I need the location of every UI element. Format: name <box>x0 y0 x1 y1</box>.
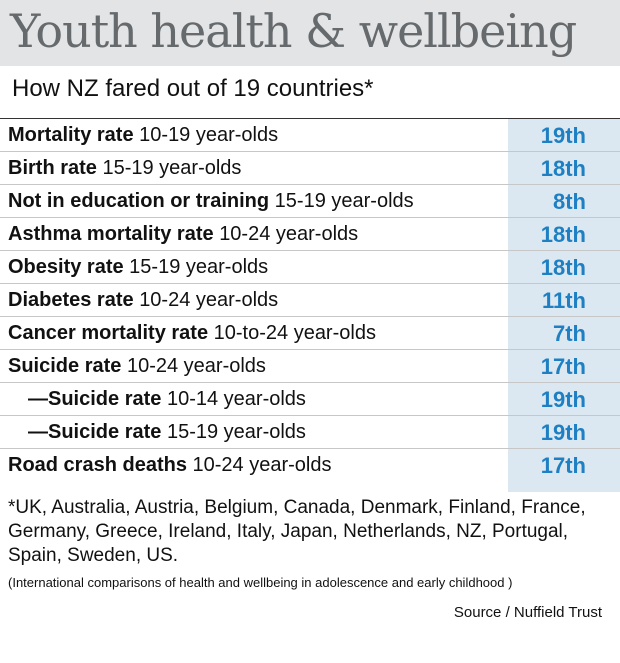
row-qualifier: 10-24 year-olds <box>126 355 266 377</box>
row-label: —Suicide rate 15-19 year-olds <box>28 416 306 449</box>
table-row: Asthma mortality rate 10-24 year-olds 18t… <box>0 218 620 251</box>
row-rank: 19th <box>540 387 586 412</box>
rank-column-band <box>508 119 620 492</box>
row-indicator: Suicide rate <box>48 388 162 410</box>
row-indicator: Not in education or training <box>8 190 270 212</box>
row-qualifier: 15-19 year-olds <box>166 421 306 443</box>
row-rank: 18th <box>540 156 586 181</box>
row-indicator: Suicide rate <box>48 421 162 443</box>
row-rank: 18th <box>540 255 586 280</box>
chart-subtitle: How NZ fared out of 19 countries* <box>12 75 374 102</box>
row-label: Cancer mortality rate 10-to-24 year-olds <box>8 317 376 350</box>
row-indicator: Obesity rate <box>8 256 124 278</box>
row-indicator: Birth rate <box>8 157 97 179</box>
row-rank: 7th <box>553 321 586 346</box>
row-label: Birth rate 15-19 year-olds <box>8 152 241 185</box>
row-rank: 19th <box>540 123 586 148</box>
table-row: Birth rate 15-19 year-olds 18th <box>0 152 620 185</box>
row-qualifier: 10-19 year-olds <box>139 124 279 146</box>
row-indicator: Asthma mortality rate <box>8 223 214 245</box>
source-credit: Source / Nuffield Trust <box>453 604 602 621</box>
row-qualifier: 10-24 year-olds <box>192 454 332 476</box>
row-rank: 17th <box>540 453 586 478</box>
row-qualifier: 15-19 year-olds <box>129 256 269 278</box>
row-indicator: Suicide rate <box>8 355 122 377</box>
row-label: Road crash deaths 10-24 year-olds <box>8 449 331 482</box>
row-qualifier: 15-19 year-olds <box>274 190 414 212</box>
table-row: Suicide rate 10-24 year-olds 17th <box>0 350 620 383</box>
row-label: Not in education or training 15-19 year-… <box>8 185 414 218</box>
row-label: Obesity rate 15-19 year-olds <box>8 251 268 284</box>
row-label: Suicide rate 10-24 year-olds <box>8 350 266 383</box>
title-band <box>0 0 620 66</box>
row-label: Asthma mortality rate 10-24 year-olds <box>8 218 358 251</box>
row-label: Diabetes rate 10-24 year-olds <box>8 284 278 317</box>
row-indicator: Diabetes rate <box>8 289 134 311</box>
table-row: —Suicide rate 15-19 year-olds 19th <box>0 416 620 449</box>
row-qualifier: 15-19 year-olds <box>102 157 242 179</box>
row-rank: 17th <box>540 354 586 379</box>
row-qualifier: 10-24 year-olds <box>219 223 359 245</box>
row-prefix: — <box>28 388 48 410</box>
row-indicator: Cancer mortality rate <box>8 322 209 344</box>
row-rank: 19th <box>540 420 586 445</box>
table-top-rule <box>0 118 620 119</box>
table-row: Mortality rate 10-19 year-olds 19th <box>0 119 620 152</box>
table-row: Not in education or training 15-19 year-… <box>0 185 620 218</box>
row-qualifier: 10-14 year-olds <box>166 388 306 410</box>
report-note: (International comparisons of health and… <box>8 575 513 590</box>
countries-footnote: *UK, Australia, Austria, Belgium, Canada… <box>8 497 586 566</box>
chart-title: Youth health & wellbeing <box>10 4 577 58</box>
row-rank: 18th <box>540 222 586 247</box>
table-row: —Suicide rate 10-14 year-olds 19th <box>0 383 620 416</box>
row-label: —Suicide rate 10-14 year-olds <box>28 383 306 416</box>
row-label: Mortality rate 10-19 year-olds <box>8 119 278 152</box>
row-rank: 11th <box>541 288 586 313</box>
row-prefix: — <box>28 421 48 443</box>
table-row: Obesity rate 15-19 year-olds 18th <box>0 251 620 284</box>
row-indicator: Mortality rate <box>8 124 134 146</box>
row-rank: 8th <box>553 189 586 214</box>
ranking-table: Mortality rate 10-19 year-olds 19th Birth … <box>0 119 620 482</box>
row-qualifier: 10-to-24 year-olds <box>213 322 376 344</box>
row-indicator: Road crash deaths <box>8 454 187 476</box>
table-row: Diabetes rate 10-24 year-olds 11th <box>0 284 620 317</box>
row-qualifier: 10-24 year-olds <box>139 289 279 311</box>
table-row: Road crash deaths 10-24 year-olds 17th <box>0 449 620 482</box>
table-row: Cancer mortality rate 10-to-24 year-olds… <box>0 317 620 350</box>
